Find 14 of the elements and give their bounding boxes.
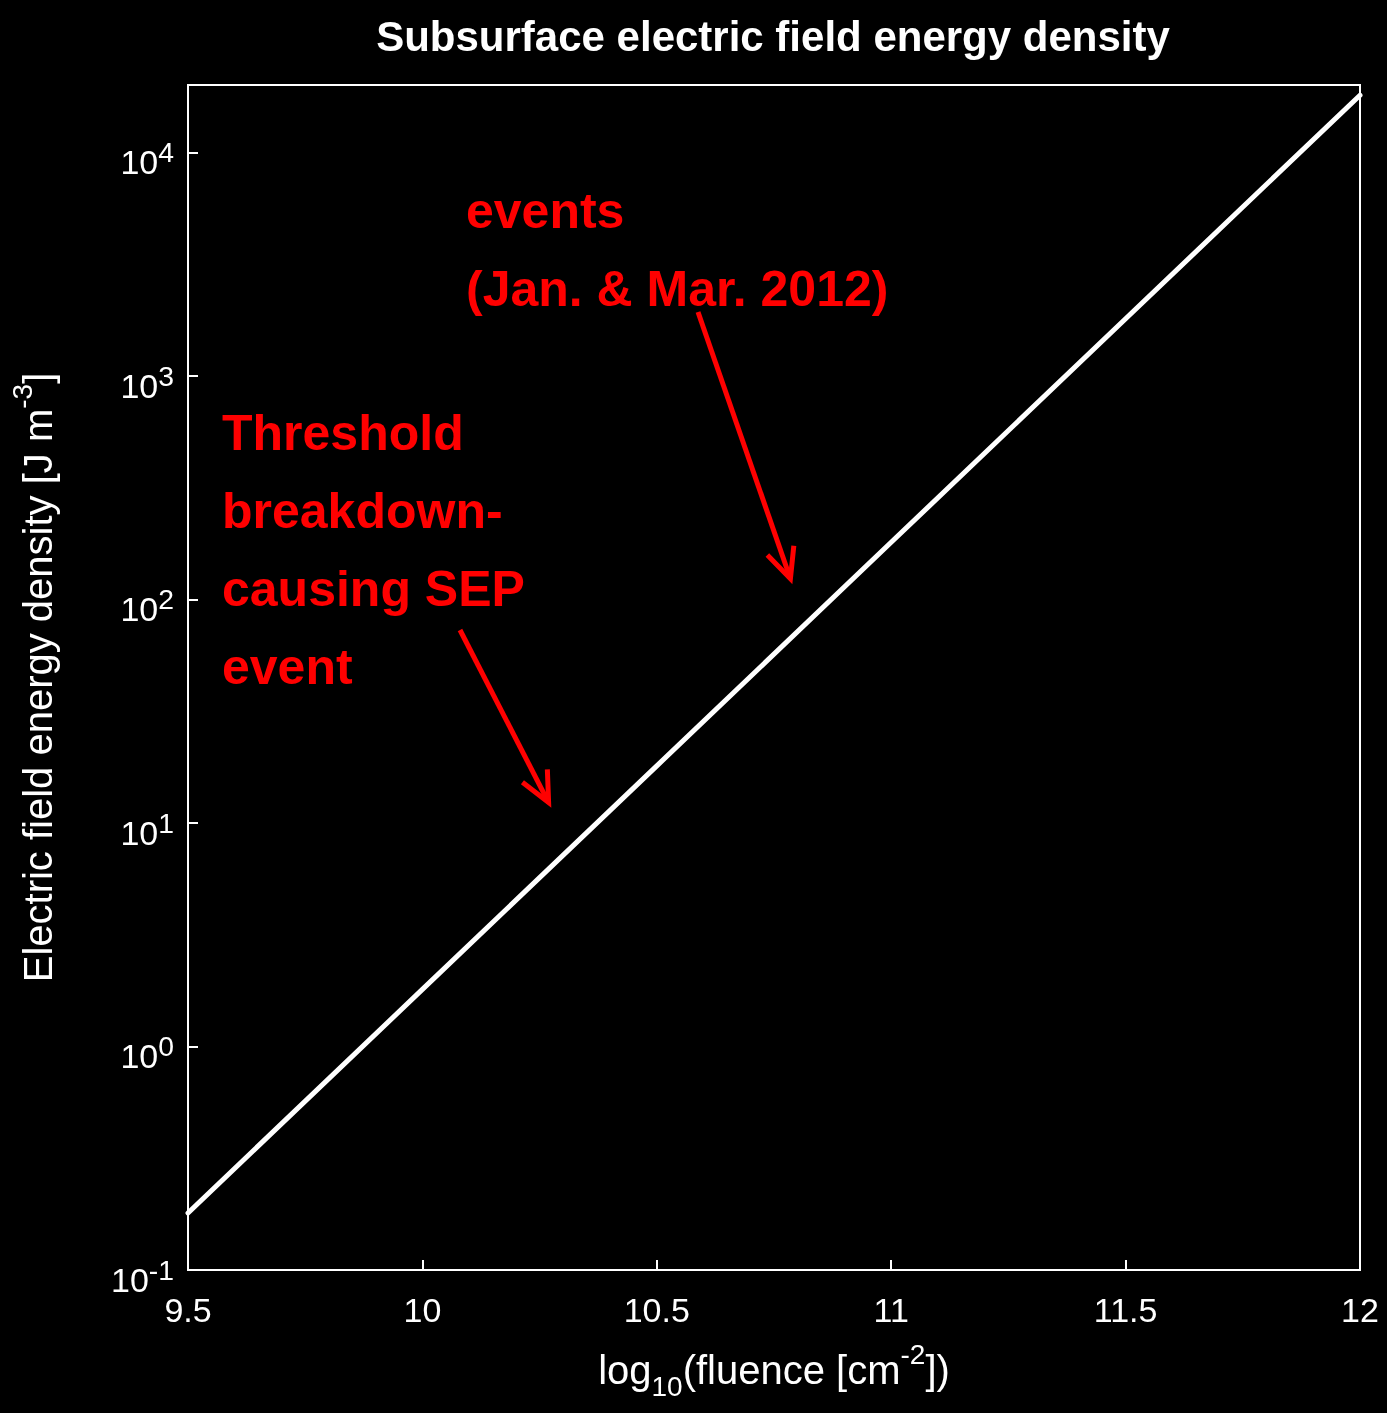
x-tick-label: 10.5: [623, 1290, 690, 1329]
x-tick-label: 11: [873, 1290, 909, 1329]
y-tick-label: 10$^{2}$: [120, 582, 174, 631]
annotation: events (Jan. & Mar. 2012): [466, 183, 889, 317]
x-tick-label: 11.5: [1093, 1290, 1158, 1329]
x-tick-label: 12: [1341, 1290, 1379, 1329]
y-tick-label: 10$^{4}$: [120, 135, 174, 184]
y-axis-title: Electric field energy density [J m-3]: [6, 372, 60, 983]
y-tick-label: 10$^{3}$: [120, 358, 174, 408]
y-tick-label: 10$^{0}$: [120, 1029, 174, 1078]
annotation: Threshold breakdown- causing SEP event: [222, 405, 525, 695]
chart-title: Subsurface electric field energy density: [376, 12, 1171, 60]
y-tick-label: 10$^{1}$: [120, 805, 174, 855]
x-tick-label: 10: [403, 1290, 442, 1329]
